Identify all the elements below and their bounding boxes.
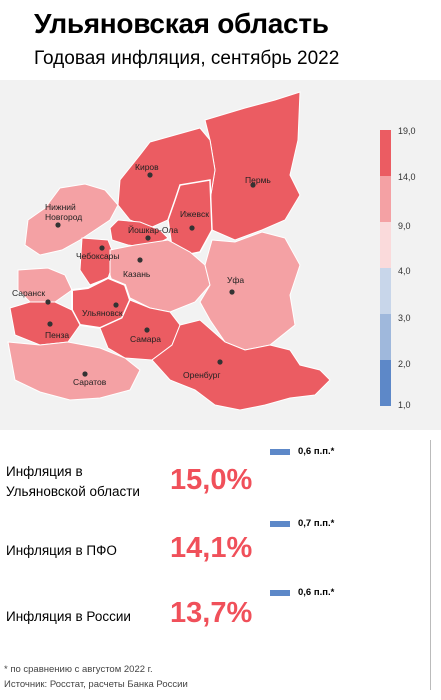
legend-tick: 1,0 (398, 400, 411, 410)
delta-text-region: 0,6 п.п.* (298, 446, 335, 457)
city-label: Уфа (227, 275, 244, 285)
region-mordovia (17, 267, 73, 303)
city-marker (250, 182, 256, 188)
city-marker (189, 225, 195, 231)
stat-label-pfo: Инфляция в ПФО (6, 543, 117, 558)
city-label: Ульяновск (82, 308, 123, 318)
delta-text-russia: 0,6 п.п.* (298, 587, 335, 598)
city-label: Пенза (45, 330, 69, 340)
city-label: Йошкар-Ола (128, 224, 178, 235)
city-marker (147, 172, 153, 178)
source-note: Источник: Росстат, расчеты Банка России (4, 679, 188, 690)
city-label: Чебоксары (76, 251, 120, 261)
city-label: Самара (130, 334, 161, 344)
city-marker (145, 235, 151, 241)
delta-bar-pfo (270, 521, 290, 527)
page-title: Ульяновская область (34, 8, 329, 39)
city-marker (137, 257, 143, 263)
delta-bar-russia (270, 590, 290, 596)
city-marker (82, 371, 88, 377)
city-label: Нижний Новгород (45, 202, 82, 222)
stat-label-russia: Инфляция в России (6, 609, 131, 624)
legend-tick: 14,0 (398, 172, 416, 182)
delta-text-pfo: 0,7 п.п.* (298, 518, 335, 529)
stat-label-region: Инфляция в Ульяновской области (6, 462, 140, 502)
city-marker (55, 222, 61, 228)
city-label: Киров (135, 162, 159, 172)
stat-label-line: Ульяновской области (6, 484, 140, 499)
legend-tick: 19,0 (398, 126, 416, 136)
stat-value-region: 15,0% (170, 464, 253, 496)
region-saratov (7, 341, 141, 401)
city-marker (229, 289, 235, 295)
city-label: Пермь (245, 175, 271, 185)
city-marker (113, 302, 119, 308)
legend-band-9-14 (380, 176, 391, 222)
legend-band-2-3 (380, 314, 391, 360)
stat-value-pfo: 14,1% (170, 532, 253, 564)
delta-bar-region (270, 449, 290, 455)
legend-band-4-9 (380, 222, 391, 268)
city-marker (45, 299, 51, 305)
city-label: Казань (123, 269, 151, 279)
footnote: * по сравнению с августом 2022 г. (4, 664, 153, 675)
legend-band-1-2 (380, 360, 391, 406)
region-orenburg (151, 319, 331, 411)
city-label: Ижевск (180, 209, 209, 219)
region-nizhny (24, 183, 119, 256)
legend-tick: 9,0 (398, 221, 411, 231)
divider (430, 440, 431, 690)
city-marker (99, 245, 105, 251)
city-marker (47, 321, 53, 327)
legend-band-3-4 (380, 268, 391, 314)
legend-tick: 3,0 (398, 313, 411, 323)
region-map: Киров Пермь Нижний Новгород ИжевскЙошкар-Ола… (0, 80, 441, 430)
city-label: Оренбург (183, 370, 220, 380)
city-label: Саранск (12, 288, 45, 298)
city-marker (144, 327, 150, 333)
legend-tick: 2,0 (398, 359, 411, 369)
city-marker (217, 359, 223, 365)
legend-colorbar (380, 130, 391, 406)
legend-tick: 4,0 (398, 266, 411, 276)
page-subtitle: Годовая инфляция, сентябрь 2022 (34, 48, 340, 69)
map-panel: Киров Пермь Нижний Новгород Ижевск Йошкар-Ола… (0, 80, 441, 430)
city-label: Саратов (73, 377, 107, 387)
region-penza (9, 301, 81, 346)
stat-value-russia: 13,7% (170, 597, 253, 629)
stat-label-line: Инфляция в (6, 464, 83, 479)
legend-band-14-19 (380, 130, 391, 176)
